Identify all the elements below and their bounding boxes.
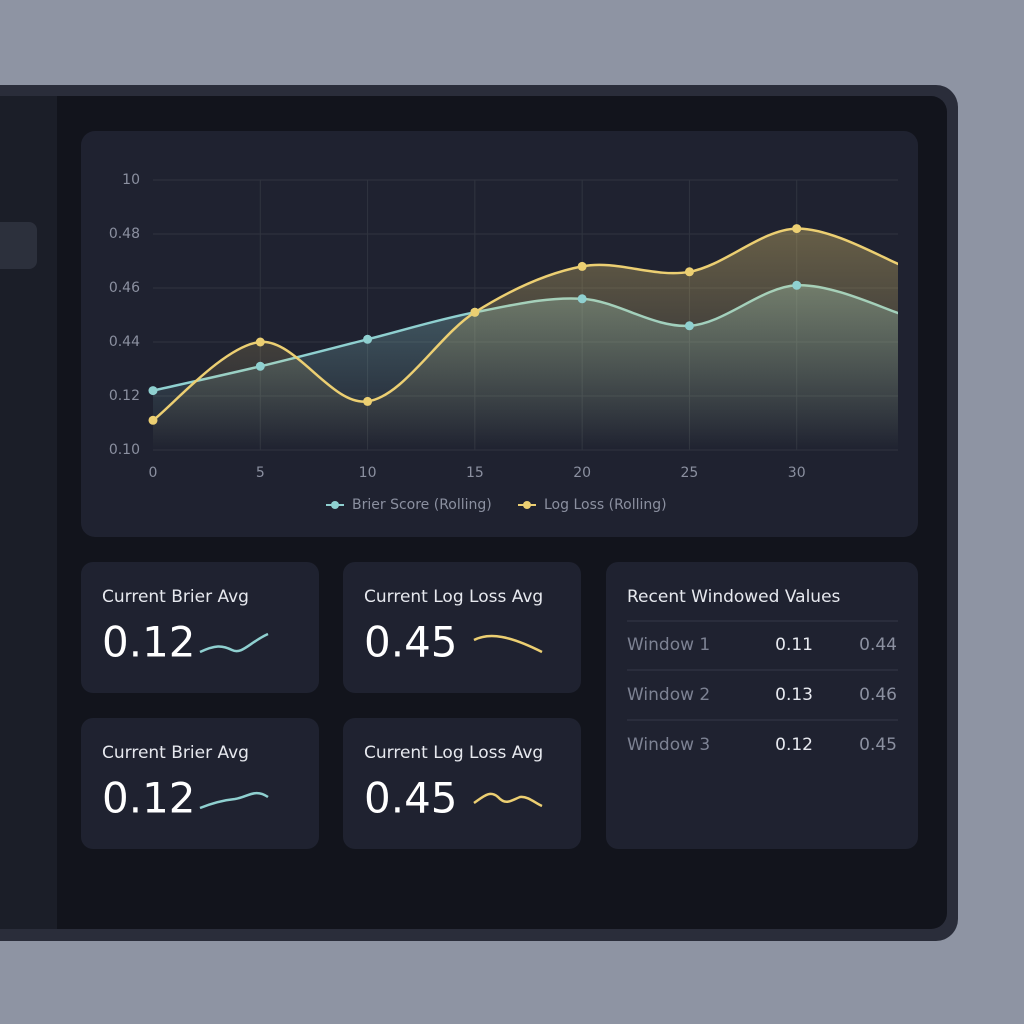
card-label: Current Log Loss Avg [364,743,543,763]
card-value: 0.45 [364,618,458,667]
point [577,294,587,304]
line-chart: 0.10 0.12 0.44 0.46 0.48 10 0 5 10 15 20 25 30 Brier … [109,172,898,513]
point [577,261,587,271]
y-tick-label: 0.10 [109,442,140,458]
point [792,280,802,290]
sparkline [199,632,269,654]
y-tick-label: 0.46 [109,280,140,296]
row-label: Window 1 [627,635,710,655]
cell: 0.45 [859,735,897,755]
cell: 0.12 [775,735,813,755]
stat-card [343,562,581,693]
row-label: Window 2 [627,685,710,705]
point [363,334,373,344]
sparkline [473,792,543,808]
stat-card [81,718,319,849]
x-tick-label: 30 [788,465,806,481]
table-title: Recent Windowed Values [627,587,841,607]
card-label: Current Brier Avg [102,587,249,607]
x-tick-label: 5 [256,465,265,481]
sparkline [199,791,269,810]
y-tick-label: 10 [122,172,140,188]
x-tick-label: 20 [573,465,591,481]
card-value: 0.45 [364,774,458,823]
cell: 0.13 [775,685,813,705]
cell: 0.44 [859,635,897,655]
point [792,224,802,234]
table: Window 1 0.11 0.44 Window 2 0.13 0.46 Window 3… [627,635,897,755]
point [363,396,373,406]
legend-dot [331,501,339,509]
card-value: 0.12 [102,774,196,823]
point [684,267,694,277]
sidebar-item[interactable] [0,222,37,269]
cell: 0.11 [775,635,813,655]
x-tick-label: 15 [466,465,484,481]
sidebar [0,96,57,929]
point [255,361,265,371]
y-tick-label: 0.12 [109,388,140,404]
line [153,227,898,422]
y-tick-label: 0.44 [109,334,140,350]
point [255,337,265,347]
x-tick-label: 10 [359,465,377,481]
point [684,321,694,331]
card-label: Current Brier Avg [102,743,249,763]
sparkline [473,634,543,654]
y-tick-label: 0.48 [109,226,140,242]
row-label: Window 3 [627,735,710,755]
card-value: 0.12 [102,618,196,667]
stat-card [81,562,319,693]
legend-dot [523,501,531,509]
legend-label: Log Loss (Rolling) [544,497,667,513]
point [470,307,480,317]
cell: 0.46 [859,685,897,705]
point [148,386,158,396]
area [153,228,898,450]
point [148,415,158,425]
legend-label: Brier Score (Rolling) [352,497,492,513]
x-tick-label: 0 [149,465,158,481]
x-tick-label: 25 [681,465,699,481]
table-card [606,562,918,849]
plot [153,227,898,450]
stat-card [343,718,581,849]
card-label: Current Log Loss Avg [364,587,543,607]
